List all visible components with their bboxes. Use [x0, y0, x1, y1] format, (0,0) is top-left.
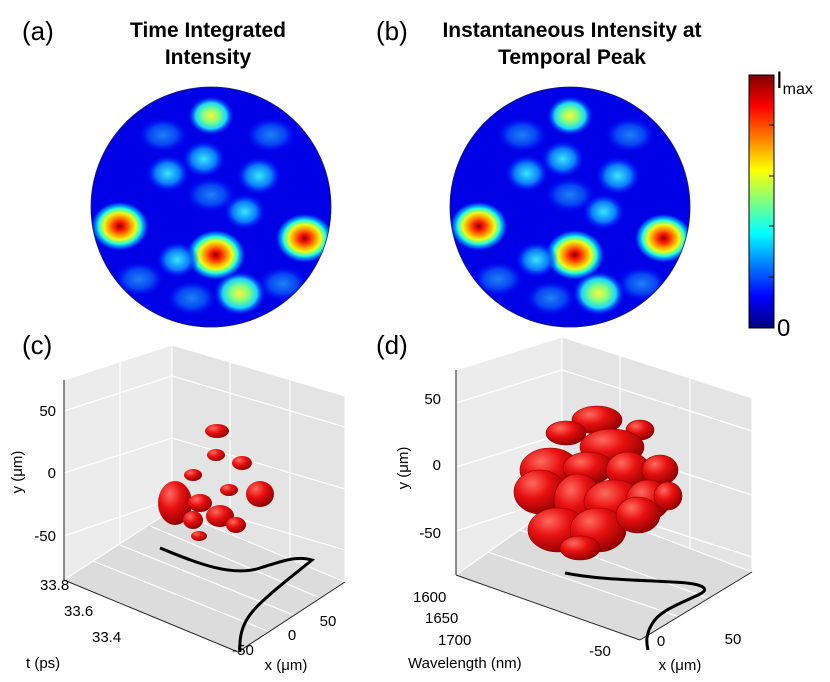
isosurface-blobs-c: [158, 424, 274, 541]
colorbar-min-label: 0: [777, 315, 790, 342]
isosurface-blob-c-10: [183, 511, 203, 529]
colorbar: [748, 74, 775, 329]
heatmap-hotspot-b-8: [514, 241, 559, 279]
heatmap-texture-a-0: [137, 117, 189, 153]
isosurface-blob-c-7: [188, 494, 212, 512]
heatmap-outline-a: [90, 86, 332, 328]
isosurface-blob-d-16: [559, 535, 601, 561]
heatmap-instantaneous: [450, 87, 690, 327]
heatmap-hotspot-a-6: [275, 213, 331, 264]
ylabel-c: y (μm): [9, 451, 26, 494]
xtick-d-2: 50: [725, 631, 742, 648]
axes-3d-c: 50 0 -50 y (μm) 33.8 33.6 33.4 t (ps) -5…: [9, 344, 347, 674]
isosurface-blob-c-5: [246, 481, 274, 507]
isosurface-blob-c-11: [191, 531, 207, 541]
panel-b-title-line2: Temporal Peak: [498, 46, 646, 69]
ztick-c-0: 33.8: [40, 577, 69, 594]
xlabel-c: x (μm): [265, 657, 308, 674]
zlabel-d: Wavelength (nm): [408, 655, 522, 672]
ztick-c-2: 33.4: [92, 629, 121, 646]
heatmap-hotspot-a-1: [181, 140, 227, 178]
ytick-d-1: 0: [433, 457, 441, 474]
panel-label-a: (a): [22, 16, 54, 46]
heatmap-texture-b-4: [544, 177, 596, 213]
heatmap-texture-b-5: [524, 280, 577, 317]
heatmap-texture-a-2: [113, 261, 165, 297]
isosurface-blob-c-8: [206, 505, 234, 527]
xtick-c-0: -50: [232, 642, 254, 659]
heatmap-hotspot-b-7: [572, 270, 626, 316]
heatmap-hotspot-b-5: [544, 229, 605, 281]
isosurface-blob-c-2: [232, 456, 252, 470]
heatmap-texture-b-2: [472, 261, 524, 297]
temporal-profile-curve-c: [159, 546, 316, 653]
heatmap-hotspot-b-0: [546, 95, 594, 136]
heatmap-hotspot-b-3: [595, 156, 641, 196]
isosurface-blob-d-15: [615, 496, 661, 534]
ztick-d-2: 1700: [438, 632, 471, 649]
isosurface-blob-d-1: [545, 420, 587, 446]
panel-label-c: (c): [22, 330, 52, 360]
ytick-c-0: 50: [39, 403, 56, 420]
isosurface-blob-c-6: [158, 481, 192, 525]
panel-label-d: (d): [376, 330, 408, 360]
xlabel-d: x (μm): [659, 657, 702, 674]
panel-a-title-line1: Time Integrated: [130, 19, 286, 42]
xtick-c-1: 0: [288, 627, 296, 644]
panel-b-title-line1: Instantaneous Intensity at: [442, 19, 701, 42]
ztick-d-0: 1600: [413, 589, 446, 606]
heatmap-hotspot-a-8: [155, 241, 199, 279]
isosurface-blobs-d: [513, 405, 683, 561]
isosurface-blob-c-3: [184, 469, 202, 481]
spectral-profile-curve-d: [564, 571, 707, 651]
heatmap-hotspot-a-9: [223, 193, 267, 231]
ztick-c-1: 33.6: [64, 603, 93, 620]
colorbar-max-label: Imax: [776, 67, 813, 98]
heatmap-texture-a-4: [185, 177, 237, 213]
xtick-d-1: 0: [657, 633, 665, 650]
isosurface-blob-d-12: [653, 481, 683, 511]
heatmap-hotspot-b-4: [450, 201, 509, 252]
xtick-c-2: 50: [320, 613, 337, 630]
heatmap-hotspot-a-5: [185, 229, 246, 281]
isosurface-blob-c-0: [205, 424, 229, 438]
heatmap-time-integrated: [91, 87, 331, 327]
isosurface-blob-c-4: [220, 484, 238, 496]
heatmap-texture-b-0: [496, 117, 548, 153]
ytick-d-2: -50: [419, 525, 441, 542]
ytick-d-0: 50: [424, 391, 441, 408]
panel-a-title-line2: Intensity: [165, 46, 252, 69]
heatmap-hotspot-a-2: [145, 154, 191, 193]
heatmap-hotspot-a-7: [213, 270, 267, 316]
ylabel-d: y (μm): [395, 447, 412, 490]
ztick-d-1: 1650: [425, 610, 458, 627]
heatmap-hotspot-b-9: [582, 193, 626, 231]
isosurface-blob-c-9: [226, 517, 246, 533]
heatmap-hotspot-a-0: [187, 95, 235, 136]
heatmap-hotspot-a-4: [91, 201, 150, 252]
heatmap-texture-a-5: [165, 280, 218, 317]
axes-3d-d: 50 0 -50 y (μm) 1600 1650 1700 Wavelengt…: [395, 336, 754, 674]
colorbar-ticks: [769, 124, 774, 278]
ytick-c-1: 0: [48, 465, 56, 482]
heatmap-hotspot-a-3: [236, 156, 282, 196]
ytick-c-2: -50: [34, 528, 56, 545]
heatmap-texture-b-1: [604, 117, 656, 153]
isosurface-blob-c-1: [207, 449, 225, 461]
heatmap-texture-a-1: [245, 117, 297, 153]
zlabel-c: t (ps): [26, 655, 60, 672]
heatmap-hotspot-b-2: [504, 154, 550, 193]
heatmap-outline-b: [449, 86, 691, 328]
xtick-d-0: -50: [589, 643, 611, 660]
heatmap-hotspot-b-1: [540, 140, 586, 178]
heatmap-hotspot-b-6: [634, 213, 690, 264]
panel-label-b: (b): [376, 16, 408, 46]
